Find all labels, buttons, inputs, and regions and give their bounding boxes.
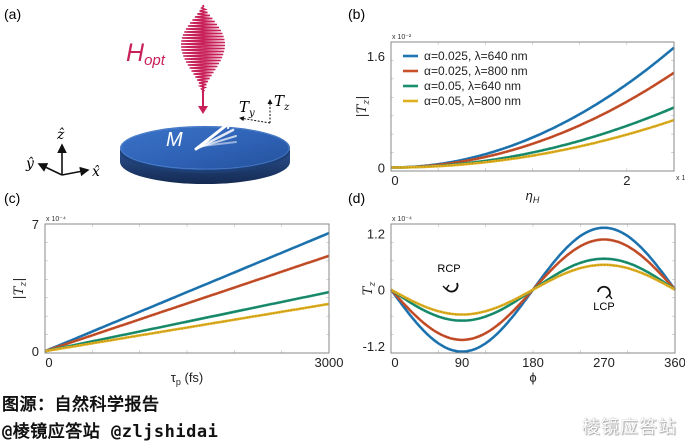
lcp-label: LCP — [593, 301, 614, 313]
series-line-dash — [390, 239, 676, 341]
series-line-dash — [44, 232, 330, 352]
x-tick-label: 270 — [593, 355, 615, 370]
y-multiplier: x 10⁻⁴ — [46, 216, 66, 223]
x-axis-label: τp (fs) — [171, 370, 204, 387]
y-multiplier: x 10⁻² — [392, 34, 412, 41]
lcp-arrowhead-icon — [605, 293, 613, 300]
magnetic-disk-icon — [120, 126, 290, 184]
axis-y-label: ŷ — [25, 155, 35, 172]
torque-arrows-icon — [239, 99, 273, 124]
series-line-dash — [390, 264, 676, 315]
lcp-circular-arrow-icon — [597, 285, 611, 297]
series-line — [44, 290, 330, 353]
plot-frame — [390, 41, 675, 172]
y-tick-label: 7 — [32, 217, 39, 232]
legend-label: α=0.025, λ=640 nm — [424, 49, 528, 63]
x-tick-label: 180 — [522, 355, 544, 370]
panel-b: (b) 0 1.6 0 2 x 10⁻² x 10⁻³ ηH |Tz| α=0.025, λ=6… — [348, 6, 685, 205]
y-tick-label: 0 — [32, 344, 39, 359]
rcp-arrowhead-icon — [442, 284, 450, 291]
x-tick-label: 2 — [623, 173, 630, 188]
panel-a: (a) Hopt M Ty Tz — [4, 4, 290, 184]
torque-y-label: Ty — [239, 98, 255, 119]
watermark: 棱镜应答站 — [582, 417, 677, 438]
x-axis-label: ϕ — [529, 370, 536, 385]
series-line — [391, 118, 675, 169]
legend-label: α=0.05, λ=800 nm — [424, 94, 521, 108]
series-line-dash — [391, 119, 675, 168]
series-line — [44, 302, 330, 353]
y-axis-label: |Tz| — [12, 277, 29, 299]
coordinate-axes-icon — [37, 143, 90, 177]
pulse-arrowhead — [198, 106, 208, 114]
series-line-dash — [391, 72, 675, 168]
x-axis-label: ηH — [526, 188, 540, 205]
panel-b-label: (b) — [348, 6, 365, 22]
axis-z-label: ẑ — [56, 126, 65, 143]
plot-b: 0 1.6 0 2 x 10⁻² x 10⁻³ ηH |Tz| α=0.025, λ=640 n… — [355, 34, 685, 205]
x-tick-label: 90 — [455, 355, 469, 370]
x-tick-label: 3000 — [315, 355, 344, 370]
plot-frame — [44, 223, 330, 354]
magnetization-arrows-icon — [194, 121, 237, 151]
y-axis-label: |Tz| — [355, 95, 372, 117]
series-line-dash — [44, 291, 330, 352]
panel-d-label: (d) — [348, 190, 365, 206]
panel-a-label: (a) — [4, 6, 21, 22]
x-multiplier: x 10⁻³ — [676, 175, 685, 182]
x-tick-label: 0 — [391, 355, 398, 370]
y-multiplier: x 10⁻⁴ — [392, 216, 412, 223]
y-tick-label: 1.6 — [367, 49, 385, 64]
y-axis-label: Tz — [361, 282, 378, 296]
panel-c-label: (c) — [4, 190, 20, 206]
caption-source: 图源：自然科学报告 — [2, 395, 160, 415]
panel-c: (c) 0 7 0 3000 x 10⁻⁴ τp (fs) |Tz| — [4, 190, 343, 387]
y-tick-label: 0 — [378, 283, 385, 298]
series-line — [390, 263, 676, 316]
y-tick-label: 0 — [378, 161, 385, 176]
y-tick-label: 1.2 — [367, 226, 385, 241]
h-opt-label: Hopt — [126, 39, 166, 69]
magnetization-label: M — [166, 129, 183, 151]
rcp-label: RCP — [437, 263, 460, 275]
axis-x-label: x̂ — [92, 164, 100, 180]
torque-z-label: Tz — [274, 92, 290, 113]
panel-d: (d) -1.2 0 1.2 0 90 180 270 360 x 10⁻⁴ ϕ Tz RCP LC… — [348, 190, 685, 385]
legend-label: α=0.025, λ=800 nm — [424, 64, 528, 78]
caption-credit: @棱镜应答站 @zljshidai — [2, 422, 219, 442]
legend-label: α=0.05, λ=640 nm — [424, 79, 521, 93]
x-tick-label: 0 — [391, 173, 398, 188]
x-tick-label: 360 — [664, 355, 685, 370]
pulse-wave — [180, 4, 226, 96]
plot-c: 0 7 0 3000 x 10⁻⁴ τp (fs) |Tz| — [12, 216, 343, 387]
y-tick-label: -1.2 — [363, 339, 385, 354]
x-tick-label: 0 — [45, 355, 52, 370]
series-line — [44, 231, 330, 353]
series-line-dash — [44, 255, 330, 352]
rcp-circular-arrow-icon — [445, 282, 459, 293]
series-line — [44, 254, 330, 353]
series-line-dash — [391, 107, 675, 168]
plot-frame — [390, 223, 676, 354]
optical-pulse-icon — [180, 4, 226, 114]
plot-d: -1.2 0 1.2 0 90 180 270 360 x 10⁻⁴ ϕ Tz — [361, 216, 685, 385]
